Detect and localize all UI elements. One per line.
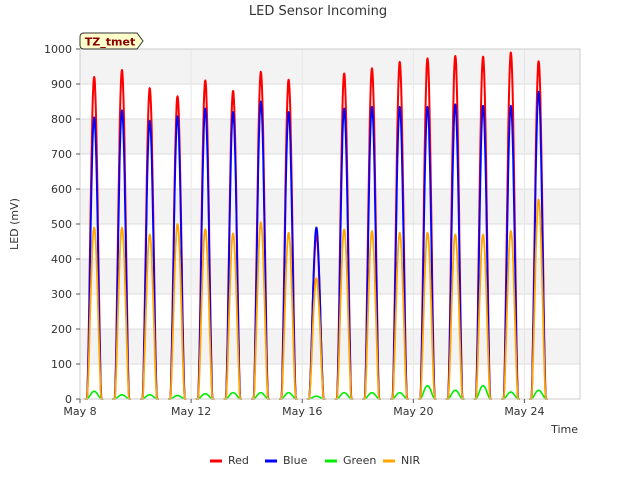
y-axis-ticks: 0 100 200 300 400 500 600 700 800 900 1000: [44, 43, 80, 406]
y-axis-title: LED (mV): [8, 198, 21, 250]
grid-band: [80, 189, 580, 224]
series-line-green: [84, 384, 549, 400]
series-line-nir: [84, 198, 549, 400]
legend-label: Green: [343, 454, 376, 467]
x-tick-label: May 16: [282, 405, 322, 418]
y-tick-label: 500: [51, 218, 72, 231]
x-tick-label: May 8: [63, 405, 96, 418]
legend-label: Red: [228, 454, 249, 467]
x-axis-title: Time: [550, 423, 578, 436]
x-tick-label: May 24: [504, 405, 544, 418]
station-label-text: TZ_tmet: [85, 36, 135, 49]
grid-band: [80, 259, 580, 294]
y-tick-label: 200: [51, 323, 72, 336]
y-tick-label: 900: [51, 78, 72, 91]
legend-item-red: Red: [210, 454, 249, 467]
series-line-blue: [84, 90, 549, 400]
legend: Red Blue Green NIR: [210, 454, 420, 467]
series-line-red: [83, 51, 549, 400]
grid-band: [80, 49, 580, 84]
legend-label: NIR: [401, 454, 420, 467]
y-tick-label: 100: [51, 358, 72, 371]
station-label-box: TZ_tmet: [79, 32, 144, 50]
x-axis-ticks: May 8 May 12 May 16 May 20 May 24: [63, 399, 545, 418]
legend-item-nir: NIR: [383, 454, 420, 467]
station-label-bubble: [79, 32, 144, 50]
y-tick-label: 700: [51, 148, 72, 161]
x-tick-label: May 12: [171, 405, 211, 418]
legend-label: Blue: [283, 454, 308, 467]
y-tick-label: 1000: [44, 43, 72, 56]
legend-item-green: Green: [325, 454, 376, 467]
grid-band: [80, 329, 580, 364]
y-tick-label: 300: [51, 288, 72, 301]
grid-band: [80, 119, 580, 154]
y-tick-label: 600: [51, 183, 72, 196]
x-tick-label: May 20: [393, 405, 433, 418]
y-tick-label: 800: [51, 113, 72, 126]
series-lines: [83, 51, 549, 400]
legend-item-blue: Blue: [265, 454, 308, 467]
y-tick-label: 0: [65, 393, 72, 406]
chart-title: LED Sensor Incoming: [249, 4, 387, 19]
y-tick-label: 400: [51, 253, 72, 266]
